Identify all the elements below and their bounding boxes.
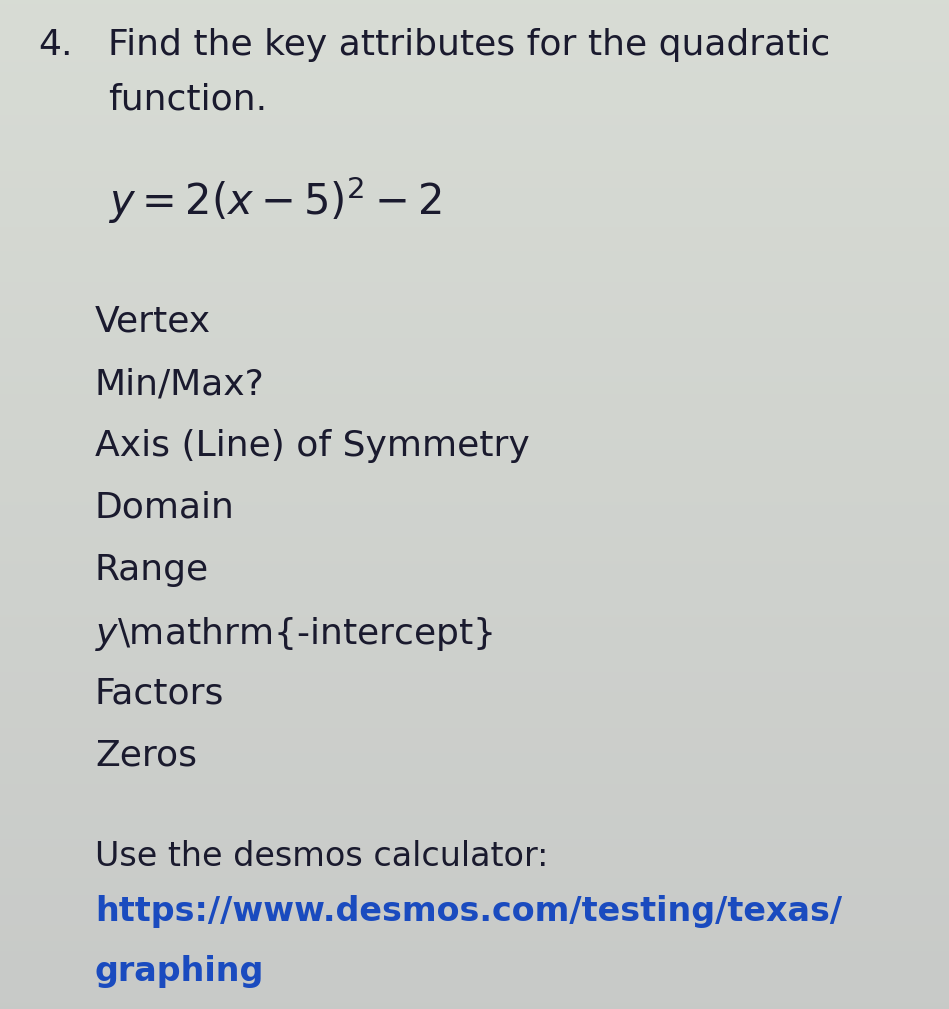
Text: Axis (Line) of Symmetry: Axis (Line) of Symmetry xyxy=(95,429,530,463)
Text: Domain: Domain xyxy=(95,491,234,525)
Text: Use the desmos calculator:: Use the desmos calculator: xyxy=(95,840,549,873)
Text: function.: function. xyxy=(108,83,267,117)
Text: https://www.desmos.com/testing/texas/: https://www.desmos.com/testing/texas/ xyxy=(95,895,842,928)
Text: 4.: 4. xyxy=(38,28,72,62)
Text: Zeros: Zeros xyxy=(95,739,197,773)
Text: Find the key attributes for the quadratic: Find the key attributes for the quadrati… xyxy=(108,28,830,62)
Text: Vertex: Vertex xyxy=(95,305,211,339)
Text: $y$\mathrm{-intercept}: $y$\mathrm{-intercept} xyxy=(95,615,493,653)
Text: $y = 2(x-5)^{2}-2$: $y = 2(x-5)^{2}-2$ xyxy=(108,175,441,226)
Text: graphing: graphing xyxy=(95,955,265,988)
Text: Factors: Factors xyxy=(95,677,224,711)
Text: Range: Range xyxy=(95,553,209,587)
Text: Min/Max?: Min/Max? xyxy=(95,367,265,401)
